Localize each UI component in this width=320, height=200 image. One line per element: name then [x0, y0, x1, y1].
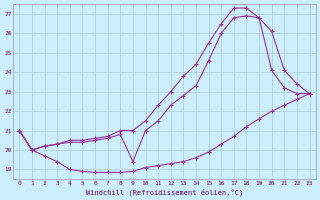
X-axis label: Windchill (Refroidissement éolien,°C): Windchill (Refroidissement éolien,°C): [86, 188, 243, 196]
